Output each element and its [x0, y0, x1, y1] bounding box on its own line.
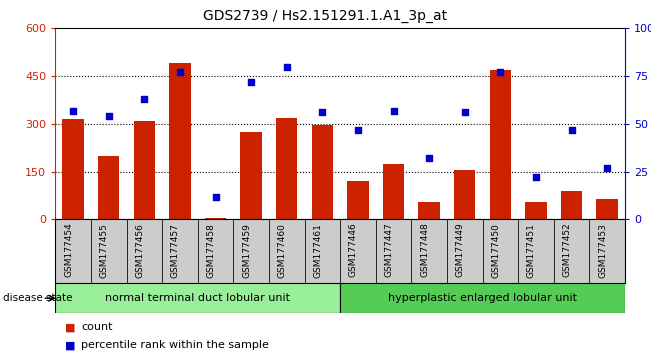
Point [281, 64, 292, 69]
Point [424, 155, 434, 161]
Bar [91, 219, 126, 283]
Text: ■: ■ [65, 322, 76, 332]
Bar [482, 219, 518, 283]
Bar [340, 219, 376, 283]
Bar [305, 219, 340, 283]
Text: GSM177456: GSM177456 [135, 223, 145, 278]
Text: GSM177447: GSM177447 [385, 223, 394, 278]
Bar [169, 63, 191, 219]
Text: GSM177446: GSM177446 [349, 223, 358, 278]
Bar [561, 191, 582, 219]
Bar [55, 219, 91, 283]
Text: hyperplastic enlarged lobular unit: hyperplastic enlarged lobular unit [388, 293, 577, 303]
Bar [312, 126, 333, 219]
Point [602, 165, 613, 171]
Bar [276, 118, 298, 219]
Bar [518, 219, 554, 283]
Bar [411, 219, 447, 283]
Bar [126, 219, 162, 283]
Bar [205, 218, 226, 219]
Text: GSM177458: GSM177458 [206, 223, 215, 278]
Text: GSM177457: GSM177457 [171, 223, 180, 278]
Point [317, 110, 327, 115]
Text: GSM177452: GSM177452 [562, 223, 572, 278]
Text: GDS2739 / Hs2.151291.1.A1_3p_at: GDS2739 / Hs2.151291.1.A1_3p_at [203, 9, 448, 23]
Text: GSM177451: GSM177451 [527, 223, 536, 278]
Bar [447, 219, 482, 283]
Text: GSM177453: GSM177453 [598, 223, 607, 278]
Bar [55, 283, 340, 313]
Text: GSM177461: GSM177461 [313, 223, 322, 278]
Bar [162, 219, 198, 283]
Bar [589, 219, 625, 283]
Point [495, 69, 506, 75]
Bar [454, 170, 475, 219]
Point [531, 175, 541, 180]
Text: GSM177448: GSM177448 [420, 223, 429, 278]
Point [246, 79, 256, 85]
Bar [133, 121, 155, 219]
Text: GSM177450: GSM177450 [492, 223, 501, 278]
Bar [233, 219, 269, 283]
Bar [340, 283, 625, 313]
Text: GSM177449: GSM177449 [456, 223, 465, 278]
Point [139, 96, 150, 102]
Bar [376, 219, 411, 283]
Bar [347, 181, 368, 219]
Point [353, 127, 363, 132]
Text: GSM177455: GSM177455 [100, 223, 109, 278]
Point [174, 69, 185, 75]
Point [389, 108, 399, 113]
Text: GSM177460: GSM177460 [278, 223, 286, 278]
Bar [419, 202, 440, 219]
Point [104, 113, 114, 119]
Point [210, 194, 221, 199]
Bar [198, 219, 233, 283]
Bar [240, 132, 262, 219]
Point [460, 110, 470, 115]
Bar [269, 219, 305, 283]
Text: disease state: disease state [3, 293, 73, 303]
Text: GSM177454: GSM177454 [64, 223, 73, 278]
Text: ■: ■ [65, 340, 76, 350]
Text: count: count [81, 322, 113, 332]
Bar [383, 164, 404, 219]
Bar [596, 199, 618, 219]
Bar [98, 156, 119, 219]
Bar [490, 70, 511, 219]
Text: percentile rank within the sample: percentile rank within the sample [81, 340, 270, 350]
Point [68, 108, 78, 113]
Text: normal terminal duct lobular unit: normal terminal duct lobular unit [105, 293, 290, 303]
Bar [525, 202, 547, 219]
Text: GSM177459: GSM177459 [242, 223, 251, 278]
Point [566, 127, 577, 132]
Bar [554, 219, 589, 283]
Bar [62, 119, 84, 219]
